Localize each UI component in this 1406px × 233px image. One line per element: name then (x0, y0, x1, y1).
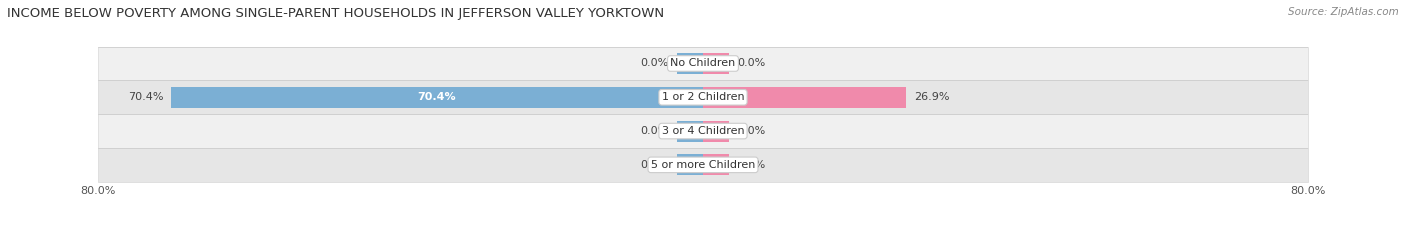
Bar (98, 148, 1308, 182)
Bar (703, 53, 730, 74)
Text: 0.0%: 0.0% (641, 58, 669, 69)
Bar (98, 80, 1308, 114)
Bar (172, 87, 703, 108)
Text: 3 or 4 Children: 3 or 4 Children (662, 126, 744, 136)
Text: 70.4%: 70.4% (128, 92, 163, 102)
Bar (98, 114, 1308, 148)
Text: 0.0%: 0.0% (737, 58, 765, 69)
Text: INCOME BELOW POVERTY AMONG SINGLE-PARENT HOUSEHOLDS IN JEFFERSON VALLEY YORKTOWN: INCOME BELOW POVERTY AMONG SINGLE-PARENT… (7, 7, 664, 20)
Text: 0.0%: 0.0% (641, 160, 669, 170)
Bar (703, 154, 730, 175)
Text: 0.0%: 0.0% (641, 126, 669, 136)
Bar (703, 121, 730, 141)
Bar (703, 87, 907, 108)
Text: Source: ZipAtlas.com: Source: ZipAtlas.com (1288, 7, 1399, 17)
Bar (676, 53, 703, 74)
Text: 5 or more Children: 5 or more Children (651, 160, 755, 170)
Bar (676, 154, 703, 175)
Text: No Children: No Children (671, 58, 735, 69)
Text: 70.4%: 70.4% (418, 92, 457, 102)
Bar (676, 121, 703, 141)
Bar (98, 47, 1308, 80)
Text: 0.0%: 0.0% (737, 160, 765, 170)
Text: 26.9%: 26.9% (914, 92, 949, 102)
Text: 1 or 2 Children: 1 or 2 Children (662, 92, 744, 102)
Text: 0.0%: 0.0% (737, 126, 765, 136)
